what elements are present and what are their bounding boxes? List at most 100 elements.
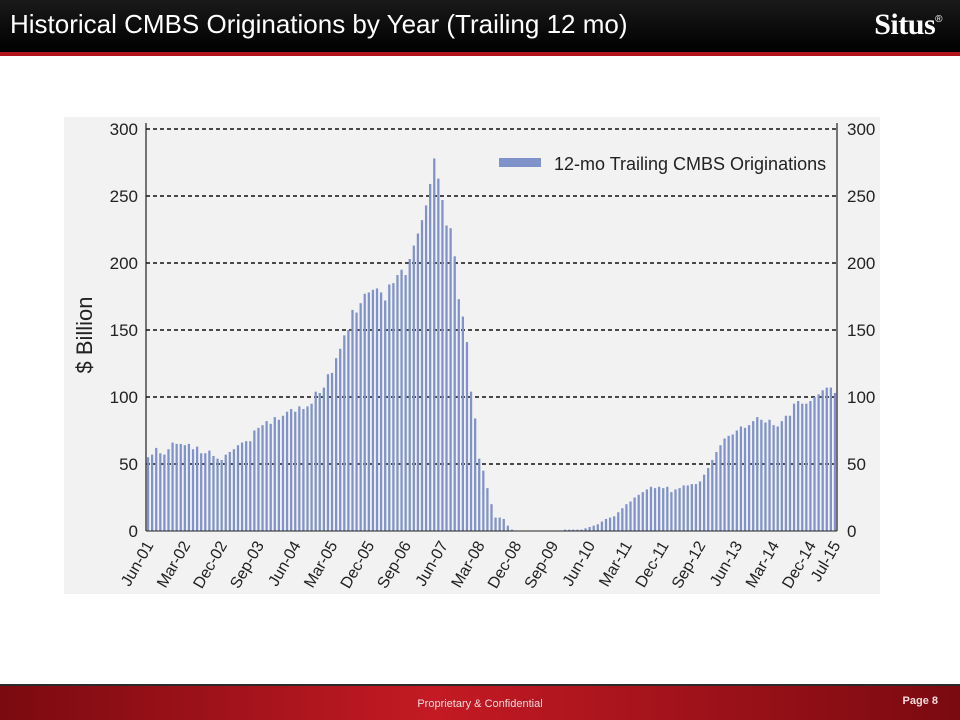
bar [739,426,743,531]
bar [159,453,162,531]
bar [658,486,661,531]
bar [285,411,289,531]
bar [702,474,706,531]
bar [265,421,268,531]
bar [388,284,391,531]
bar [220,459,223,531]
bar [649,486,653,531]
bar [277,419,281,531]
bar [678,488,681,531]
footer-bar [0,686,960,720]
y-tick-label: 100 [110,388,138,407]
bar [797,401,800,531]
bar [245,441,248,531]
bar [363,293,366,531]
y-axis-left: 0 50 100 150 200 250 300 [110,120,138,541]
bar [351,309,354,531]
bar [191,449,195,531]
bar [809,401,812,531]
bar [776,426,779,531]
bar [326,374,330,531]
bar [322,387,325,531]
bar [645,489,648,531]
bar [613,516,616,531]
bar [449,228,452,531]
bar [829,387,832,531]
y-tick-label: 0 [129,522,138,541]
bar [412,245,415,531]
y-tick-label: 200 [110,254,138,273]
bar [698,481,702,531]
bar [801,403,804,531]
logo-text: Situs [874,8,936,41]
bar [175,443,178,531]
bar [171,442,174,531]
bar [478,458,481,531]
legend-label: 12-mo Trailing CMBS Originations [554,154,826,174]
bar [367,292,370,531]
bar [711,459,714,531]
bar [375,288,379,531]
page-number: Page 8 [902,695,938,707]
bar [433,158,436,532]
bar [752,421,755,531]
legend-swatch [499,158,541,167]
bar [183,445,186,531]
bar [445,225,448,531]
bar [155,447,158,531]
confidential-notice: Proprietary & Confidential [417,698,543,710]
bar [604,518,608,531]
bar [151,454,154,531]
bar [281,415,285,531]
bar [805,403,808,531]
bar [694,484,698,531]
bar [167,449,170,531]
bar [625,504,628,531]
chart-container: 0 50 100 150 200 250 300 0 50 100 150 200 250 300 Ju… [64,117,880,594]
y-tick-label: 200 [847,254,875,273]
bar [756,417,759,531]
bar [723,438,726,531]
bar [498,517,501,531]
bar [833,392,837,531]
bar [629,501,632,531]
bar [208,450,211,531]
bar [494,517,497,531]
bar [568,529,571,531]
bar [314,391,317,531]
bar [457,299,460,531]
bar [310,403,313,531]
bar [392,283,395,531]
bar [335,358,338,531]
bar [588,526,591,531]
bar [621,508,624,531]
bar [670,492,673,531]
bar [572,529,575,531]
y-tick-label: 250 [110,187,138,206]
gridlines [146,128,837,465]
bar [302,409,305,531]
title-bar [0,0,960,52]
bar [200,453,203,531]
bar [596,524,599,531]
bar [453,256,456,531]
y-axis-label: $ Billion [72,296,97,373]
bar [204,453,207,531]
bar [576,529,579,531]
bar [580,529,583,531]
bar [469,391,473,531]
y-tick-label: 0 [847,522,856,541]
bar [817,394,820,531]
bar [506,525,509,531]
bar [146,457,150,531]
bar [641,492,644,531]
bar [731,434,734,531]
bar [584,528,587,531]
bar [690,484,693,531]
bar [253,430,256,531]
bar [768,419,771,531]
bar [404,275,407,531]
bar [228,451,231,531]
bar [772,425,775,531]
y-tick-label: 150 [110,321,138,340]
